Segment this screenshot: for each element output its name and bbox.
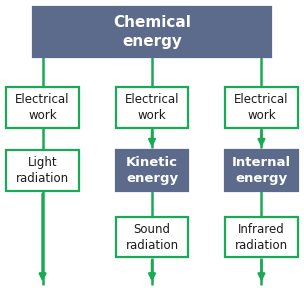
FancyBboxPatch shape — [33, 7, 271, 57]
Text: Chemical
energy: Chemical energy — [113, 15, 191, 49]
FancyBboxPatch shape — [6, 87, 79, 127]
FancyBboxPatch shape — [225, 150, 298, 191]
Text: Light
radiation: Light radiation — [16, 156, 69, 185]
FancyBboxPatch shape — [116, 217, 188, 257]
Text: Internal
energy: Internal energy — [232, 156, 291, 185]
Text: Electrical
work: Electrical work — [15, 93, 70, 122]
FancyBboxPatch shape — [116, 87, 188, 127]
Text: Infrared
radiation: Infrared radiation — [235, 223, 288, 252]
Text: Sound
radiation: Sound radiation — [126, 223, 178, 252]
FancyBboxPatch shape — [116, 150, 188, 191]
Text: Electrical
work: Electrical work — [234, 93, 289, 122]
FancyBboxPatch shape — [6, 150, 79, 191]
Text: Electrical
work: Electrical work — [125, 93, 179, 122]
Text: Kinetic
energy: Kinetic energy — [126, 156, 178, 185]
FancyBboxPatch shape — [225, 217, 298, 257]
FancyBboxPatch shape — [225, 87, 298, 127]
